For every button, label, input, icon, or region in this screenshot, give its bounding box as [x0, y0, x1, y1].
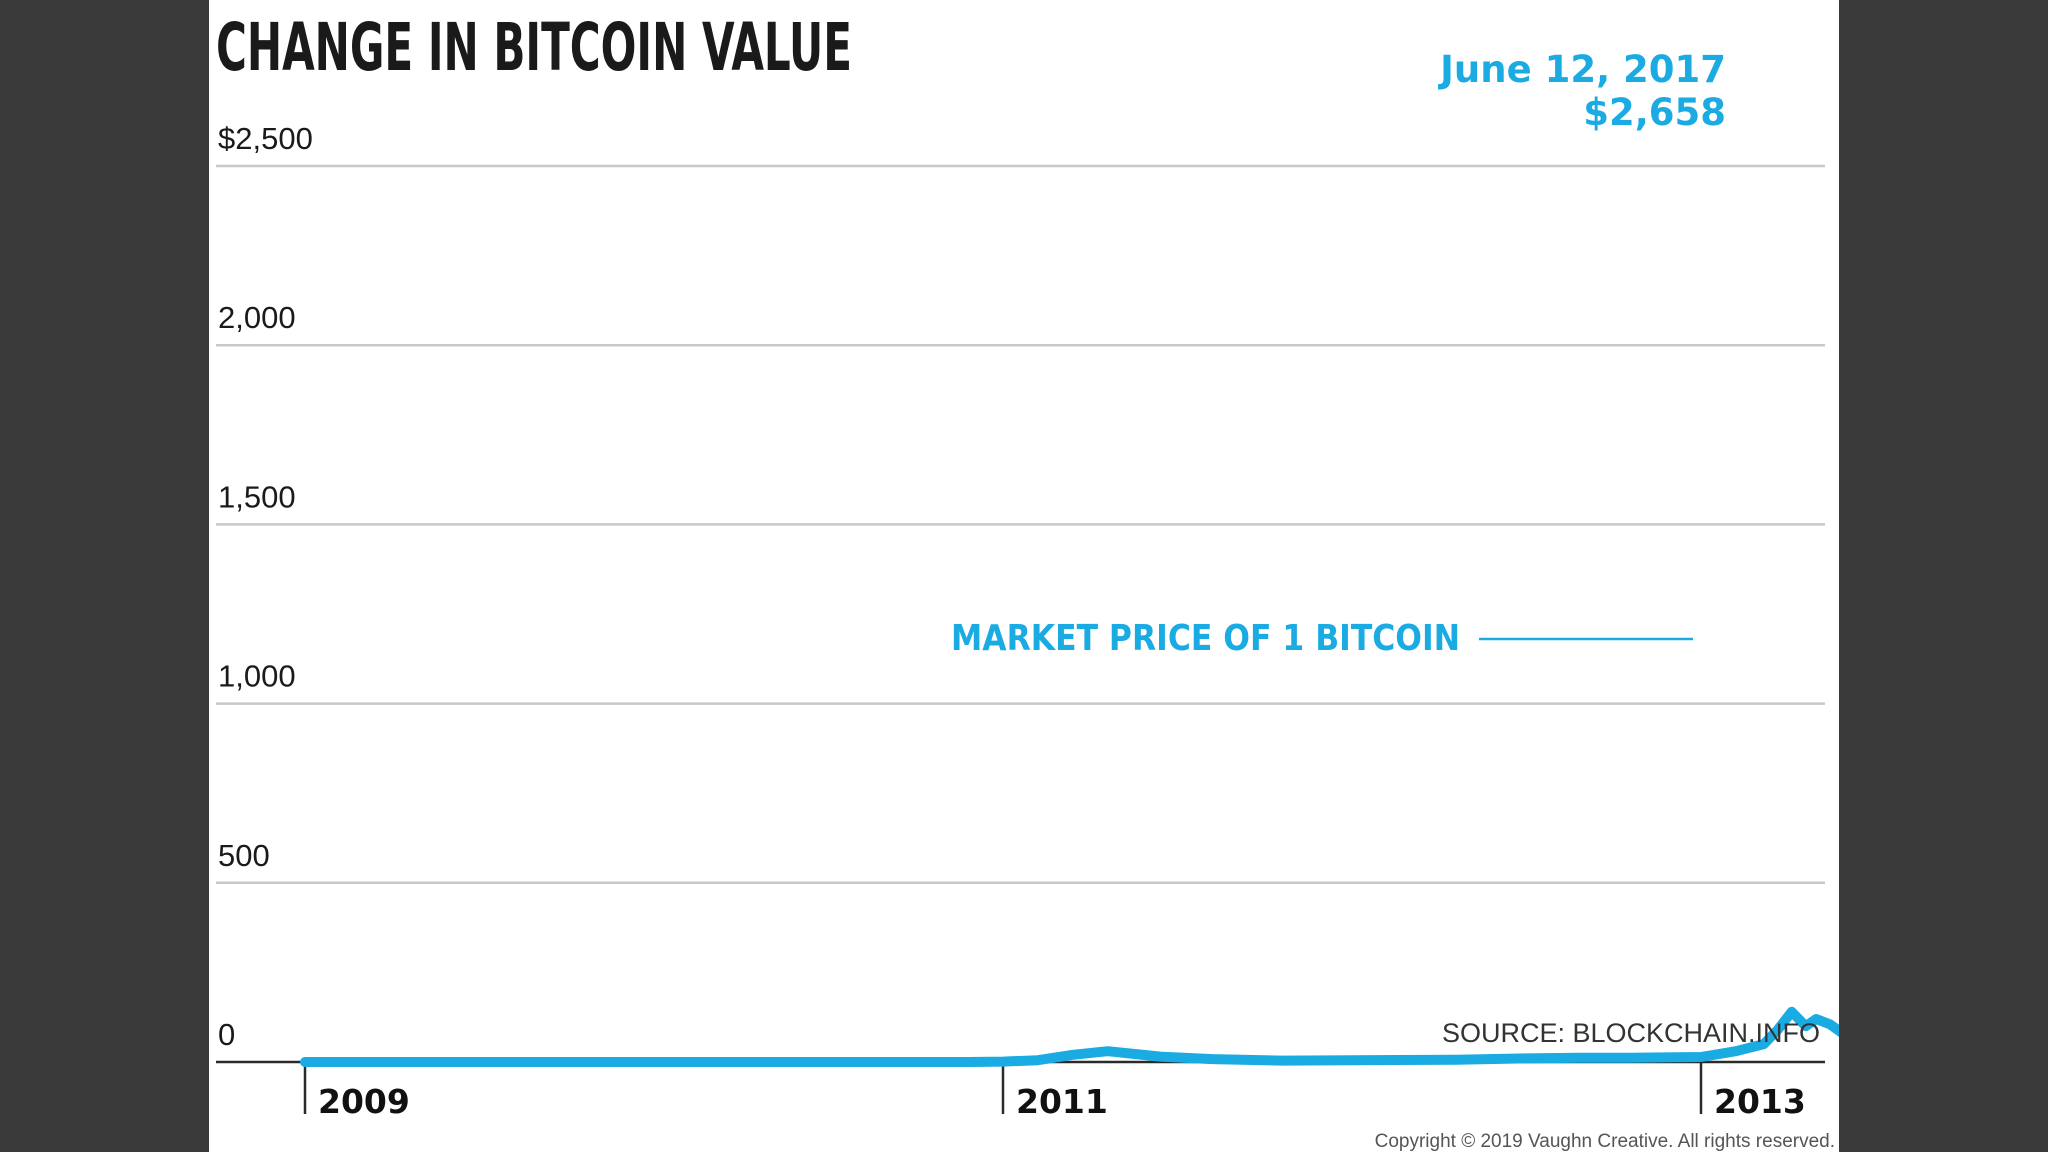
y-tick-label-1000: 1,000: [218, 659, 296, 694]
highlight-date-label: June 12, 2017: [1437, 48, 1726, 91]
bitcoin-price-chart: CHANGE IN BITCOIN VALUE 0 500 1,000 1,500 2,0…: [209, 0, 1839, 1152]
price-series: [305, 76, 1839, 1062]
chart-title: CHANGE IN BITCOIN VALUE: [216, 9, 852, 86]
x-tick-label-2011: 2011: [1016, 1082, 1108, 1121]
chart-labels: CHANGE IN BITCOIN VALUE 0 500 1,000 1,500 2,0…: [216, 9, 1839, 1152]
y-tick-label-2500: $2,500: [218, 121, 313, 156]
x-tick-label-2013: 2013: [1714, 1082, 1806, 1121]
source-label: SOURCE: BLOCKCHAIN.INFO: [1442, 1018, 1820, 1048]
copyright-notice: Copyright © 2019 Vaughn Creative. All ri…: [1375, 1131, 1835, 1152]
series-callout-label: MARKET PRICE OF 1 BITCOIN: [951, 618, 1460, 659]
grid-lines: [216, 166, 1825, 883]
backdrop: CHANGE IN BITCOIN VALUE 0 500 1,000 1,500 2,0…: [0, 0, 2048, 1152]
y-tick-label-1500: 1,500: [218, 479, 296, 514]
highlight-value-label: $2,658: [1583, 91, 1726, 134]
y-tick-label-2000: 2,000: [218, 300, 296, 335]
y-tick-label-500: 500: [218, 838, 270, 873]
chart-panel: CHANGE IN BITCOIN VALUE 0 500 1,000 1,500 2,0…: [209, 0, 1839, 1152]
price-line: [305, 76, 1839, 1062]
x-tick-label-2009: 2009: [318, 1082, 410, 1121]
y-tick-label-0: 0: [218, 1017, 235, 1052]
